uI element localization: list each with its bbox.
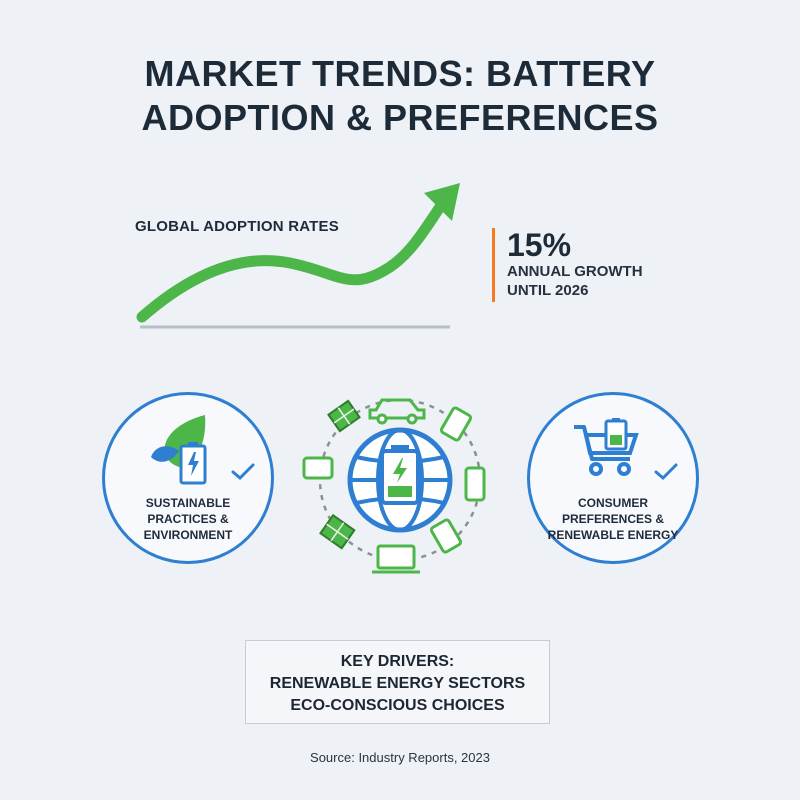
trend-arrowhead (424, 183, 460, 221)
title-line-1: MARKET TRENDS: BATTERY (144, 53, 656, 94)
hub-battery-icon (380, 445, 420, 505)
battery-icon (604, 418, 628, 451)
growth-stat: 15% ANNUAL GROWTH UNTIL 2026 (492, 228, 643, 302)
trend-arrow-graphic (136, 183, 460, 329)
driver-item: RENEWABLE ENERGY SECTORS (269, 675, 526, 692)
car-icon (368, 398, 426, 425)
key-drivers-box: KEY DRIVERS: RENEWABLE ENERGY SECTORS EC… (245, 640, 550, 724)
battery-icon (179, 442, 207, 485)
device-hub-graphic (302, 398, 486, 574)
tablet-icon (302, 456, 334, 480)
solar-panel-icon (319, 513, 356, 550)
drivers-heading: KEY DRIVERS: (340, 653, 455, 670)
check-icon (654, 463, 678, 481)
title-line-2: ADOPTION & PREFERENCES (141, 97, 659, 138)
page-title: MARKET TRENDS: BATTERY ADOPTION & PREFER… (90, 52, 710, 140)
growth-caption: ANNUAL GROWTH UNTIL 2026 (507, 263, 643, 299)
check-icon (231, 463, 255, 481)
trend-curve (136, 194, 451, 323)
driver-item: ECO-CONSCIOUS CHOICES (290, 697, 505, 714)
phone-icon (464, 466, 486, 502)
source-note: Source: Industry Reports, 2023 (310, 750, 490, 765)
consumer-badge: CONSUMER PREFERENCES & RENEWABLE ENERGY (527, 392, 699, 564)
growth-value: 15% (507, 227, 572, 263)
sustainability-badge: SUSTAINABLE PRACTICES & ENVIRONMENT (102, 392, 274, 564)
tablet-icon (439, 406, 473, 442)
solar-panel-icon (327, 399, 361, 433)
sustainability-text: SUSTAINABLE PRACTICES & ENVIRONMENT (143, 496, 233, 542)
laptop-icon (372, 544, 420, 574)
tablet-icon (429, 518, 463, 554)
consumer-text: CONSUMER PREFERENCES & RENEWABLE ENERGY (547, 496, 679, 542)
adoption-label: GLOBAL ADOPTION RATES (135, 218, 339, 235)
